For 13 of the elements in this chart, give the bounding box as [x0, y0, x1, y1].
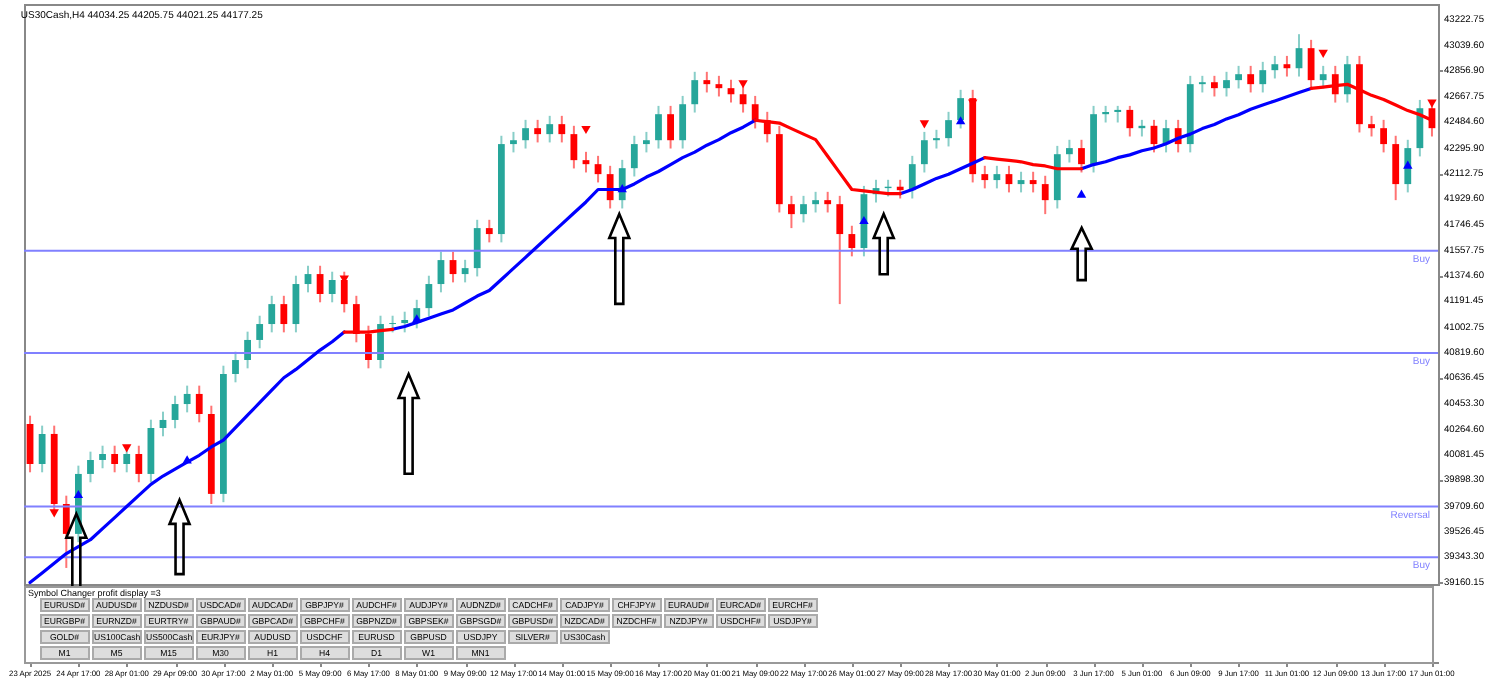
point: [73, 489, 84, 499]
point: [859, 215, 869, 224]
point: [1076, 189, 1087, 198]
point: [617, 184, 627, 193]
point: [49, 509, 59, 518]
point: [122, 444, 132, 453]
point: [1403, 160, 1413, 169]
point: [1318, 49, 1328, 58]
point: [955, 116, 966, 125]
point: [738, 80, 748, 89]
point: [581, 125, 591, 135]
point: [919, 120, 930, 129]
point: [412, 314, 422, 323]
